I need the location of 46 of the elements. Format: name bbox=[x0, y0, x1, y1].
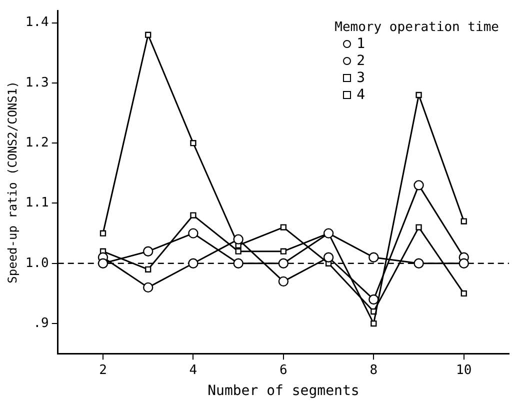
point bbox=[190, 140, 196, 146]
x-tick-label: 8 bbox=[370, 362, 378, 378]
point bbox=[414, 180, 424, 190]
legend-label: 1 bbox=[356, 36, 366, 53]
point bbox=[278, 276, 289, 287]
point bbox=[370, 320, 377, 327]
point bbox=[414, 258, 424, 268]
point bbox=[460, 290, 467, 297]
point bbox=[323, 252, 334, 262]
point bbox=[233, 234, 244, 244]
legend-title: Memory operation time bbox=[334, 18, 499, 36]
y-tick-label: 1.3 bbox=[25, 75, 49, 90]
point bbox=[100, 230, 106, 236]
point bbox=[280, 248, 287, 254]
point bbox=[188, 258, 198, 268]
legend-label: 2 bbox=[356, 52, 366, 70]
point bbox=[280, 224, 287, 230]
point bbox=[190, 212, 196, 218]
legend-label: 3 bbox=[356, 70, 366, 87]
point bbox=[145, 32, 152, 38]
point bbox=[460, 218, 467, 224]
point bbox=[233, 258, 244, 268]
x-tick-label: 10 bbox=[456, 362, 472, 378]
point bbox=[416, 92, 422, 98]
point bbox=[235, 248, 242, 254]
x-tick-label: 4 bbox=[189, 362, 198, 378]
point bbox=[143, 282, 154, 293]
point bbox=[416, 224, 422, 230]
point bbox=[145, 266, 152, 272]
point bbox=[458, 258, 469, 268]
x-tick-label: 6 bbox=[280, 362, 288, 378]
y-tick-label: 1.0 bbox=[25, 256, 49, 271]
y-tick-label: 1.4 bbox=[25, 15, 50, 30]
y-tick-label: 1.1 bbox=[25, 196, 49, 211]
legend-label: 4 bbox=[356, 86, 366, 104]
point bbox=[368, 294, 379, 305]
x-tick-label: 2 bbox=[99, 362, 107, 378]
y-tick-label: .9 bbox=[33, 316, 49, 331]
point bbox=[98, 258, 108, 268]
point bbox=[368, 252, 379, 262]
point bbox=[188, 228, 198, 238]
point bbox=[278, 258, 289, 268]
x-axis-title: Number of segments bbox=[208, 383, 360, 400]
point bbox=[143, 246, 154, 256]
y-tick-label: 1.2 bbox=[25, 135, 49, 150]
y-axis-title: Speed-up ratio (CONS2/CONS1) bbox=[5, 81, 20, 284]
